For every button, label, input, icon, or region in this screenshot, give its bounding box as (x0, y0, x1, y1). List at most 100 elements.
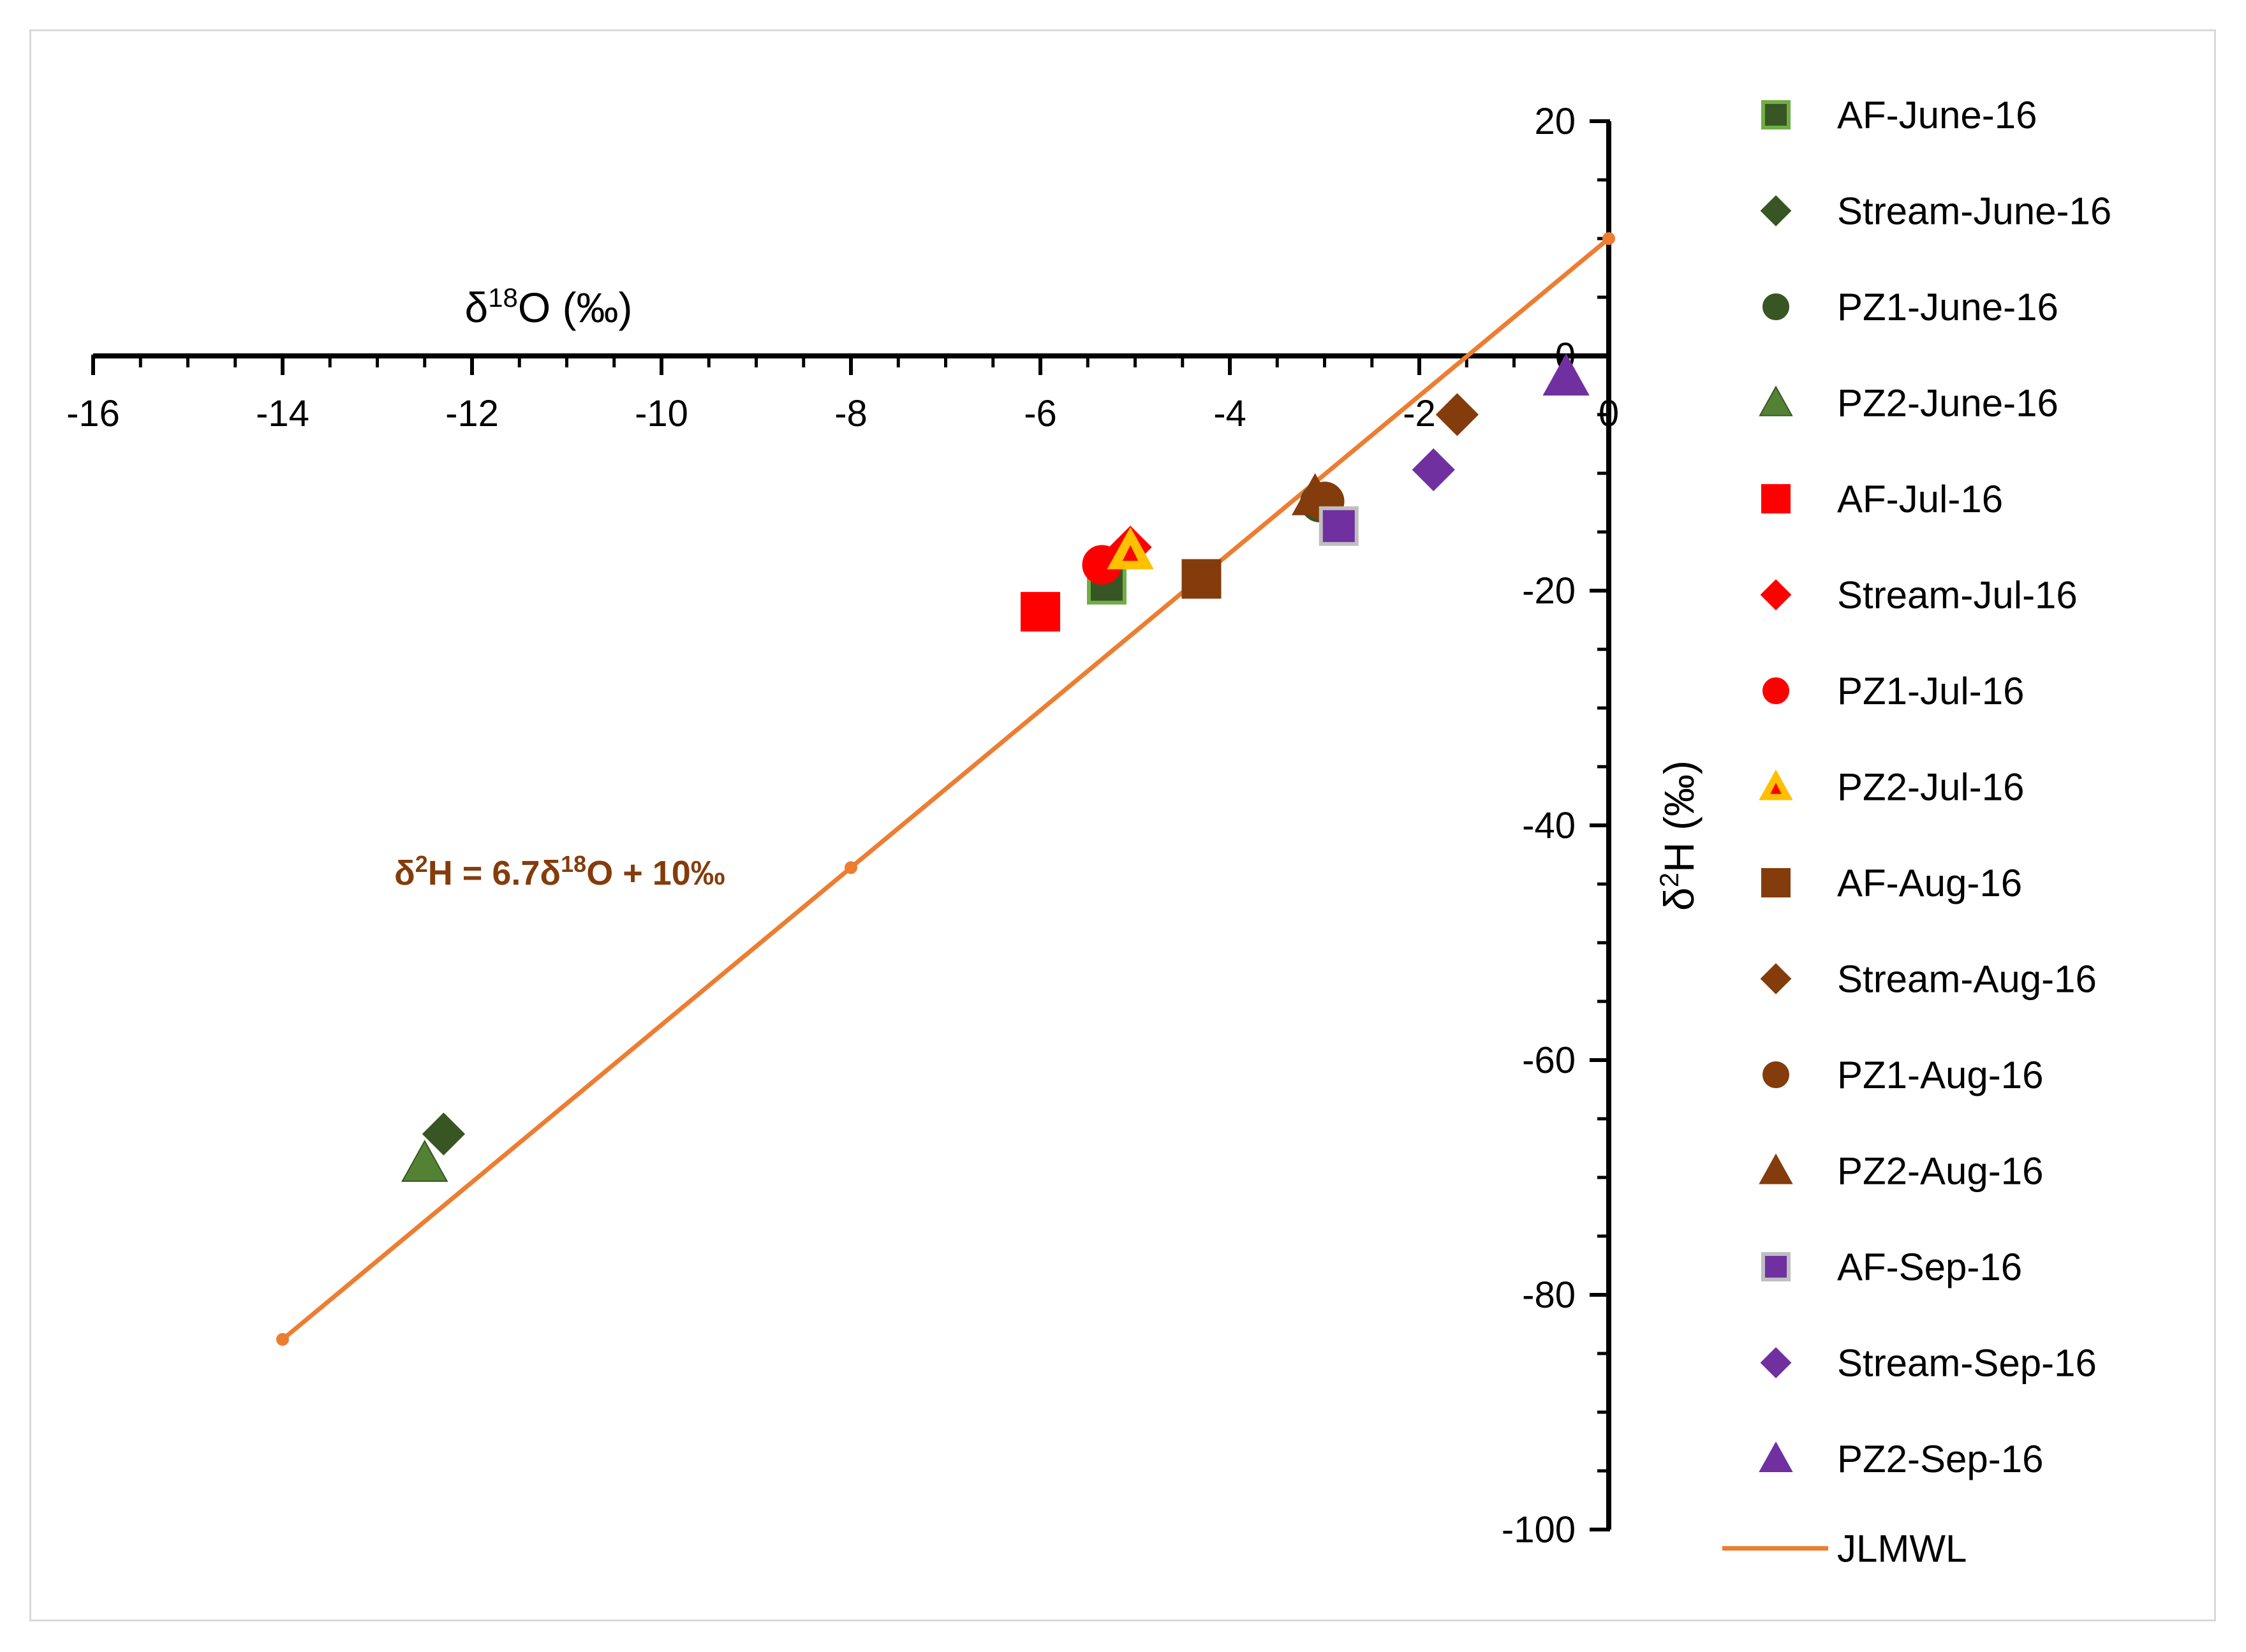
legend-item-pz2-jul-16: PZ2-Jul-16 (1759, 766, 2024, 809)
y-axis-title-rest: H (‰) (1655, 760, 1703, 873)
legend-label-pz1-jul-16: PZ1-Jul-16 (1837, 670, 2024, 712)
legend-item-af-jul-16: AF-Jul-16 (1761, 478, 2003, 520)
jlmwl-point (1602, 232, 1615, 245)
x-tick-label: -14 (256, 393, 309, 434)
legend-label-af-sep-16: AF-Sep-16 (1837, 1246, 2022, 1288)
legend-marker-af-sep-16 (1761, 1252, 1791, 1281)
legend-marker-stream-jul-16 (1760, 579, 1792, 610)
equation-annotation: δ2H = 6.7δ18O + 10‰ (394, 851, 725, 892)
legend-marker-pz2-sep-16 (1759, 1441, 1793, 1472)
marker-stream-june-16 (422, 1112, 466, 1156)
legend-item-af-aug-16: AF-Aug-16 (1761, 862, 2022, 904)
legend-marker-pz1-june-16 (1762, 293, 1789, 320)
marker-stream-sep-16 (1412, 448, 1455, 492)
x-tick-label: -10 (635, 393, 688, 434)
x-tick-label: -4 (1213, 393, 1246, 434)
y-tick-label: -80 (1522, 1274, 1576, 1316)
legend-marker-pz1-aug-16 (1762, 1061, 1789, 1088)
eq-part-1: δ (394, 854, 415, 892)
x-tick-label: -16 (66, 393, 120, 434)
x-axis-title-main: δ (464, 284, 488, 331)
legend-label-pz2-aug-16: PZ2-Aug-16 (1837, 1150, 2044, 1193)
legend-marker-pz2-jul-16-inner (1770, 783, 1782, 794)
legend-marker-pz1-jul-16 (1762, 677, 1789, 704)
x-tick-label: 0 (1599, 393, 1619, 434)
legend-item-stream-aug-16: Stream-Aug-16 (1760, 958, 2097, 1001)
legend-label-jlmwl: JLMWL (1837, 1528, 1967, 1570)
legend-label-pz2-june-16: PZ2-June-16 (1837, 382, 2058, 425)
legend-item-pz2-aug-16: PZ2-Aug-16 (1759, 1150, 2044, 1193)
legend-item-stream-jul-16: Stream-Jul-16 (1760, 574, 2078, 617)
jlmwl-point (845, 861, 857, 874)
x-tick-label: -8 (834, 393, 868, 434)
axes: -16-14-12-10-8-6-4-20-100-80-60-40-20020 (66, 101, 1619, 1551)
legend-marker-pz2-aug-16-shape (1759, 1153, 1793, 1184)
jlmwl-point (276, 1332, 289, 1346)
marker-pz2-sep-16-shape (1542, 353, 1590, 396)
legend-item-pz2-sep-16: PZ2-Sep-16 (1759, 1438, 2044, 1480)
legend-marker-pz2-sep-16-shape (1759, 1441, 1793, 1472)
legend-item-stream-sep-16: Stream-Sep-16 (1760, 1342, 2097, 1385)
legend-label-pz1-june-16: PZ1-June-16 (1837, 286, 2058, 328)
x-axis-title: δ18O (‰) (464, 283, 632, 331)
marker-pz2-june-16 (401, 1139, 448, 1182)
x-tick-label: -2 (1403, 393, 1436, 434)
legend-label-stream-aug-16: Stream-Aug-16 (1837, 958, 2097, 1001)
marker-pz2-june-16-shape (401, 1139, 448, 1182)
y-tick-label: 20 (1534, 101, 1576, 142)
legend-item-jlmwl: JLMWL (1722, 1528, 1967, 1570)
legend-marker-af-jul-16 (1761, 484, 1791, 513)
legend-label-af-june-16: AF-June-16 (1837, 94, 2037, 136)
legend-marker-stream-sep-16 (1760, 1347, 1792, 1378)
marker-af-jul-16 (1021, 592, 1060, 632)
y-tick-label: -40 (1522, 805, 1576, 846)
marker-pz2-sep-16 (1542, 353, 1590, 396)
legend-marker-af-june-16 (1761, 100, 1791, 129)
legend-label-af-aug-16: AF-Aug-16 (1837, 862, 2022, 904)
y-axis-title: δ2H (‰) (1654, 760, 1703, 911)
legend-label-stream-jul-16: Stream-Jul-16 (1837, 574, 2078, 617)
legend-item-stream-june-16: Stream-June-16 (1760, 190, 2111, 233)
marker-af-aug-16 (1181, 559, 1222, 599)
legend-item-af-june-16: AF-June-16 (1761, 94, 2037, 136)
legend-label-stream-june-16: Stream-June-16 (1837, 190, 2111, 233)
legend-label-af-jul-16: AF-Jul-16 (1837, 478, 2003, 520)
legend-label-pz2-jul-16: PZ2-Jul-16 (1837, 766, 2024, 809)
legend-marker-stream-june-16 (1760, 195, 1792, 226)
legend-item-pz1-jul-16: PZ1-Jul-16 (1762, 670, 2024, 712)
marker-af-sep-16 (1319, 506, 1359, 546)
chart-frame (29, 29, 2216, 1621)
eq-part-2: H = 6.7δ (428, 854, 561, 892)
marker-stream-aug-16 (1435, 393, 1479, 436)
marker-pz2-jul-16 (1107, 527, 1154, 570)
marker-pz2-jul-16-inner (1122, 545, 1139, 561)
eq-sup-1: 2 (415, 851, 428, 877)
legend-marker-stream-aug-16 (1760, 963, 1792, 994)
legend-marker-pz2-june-16-shape (1759, 385, 1793, 417)
eq-sup-2: 18 (561, 851, 586, 877)
plot-lines (276, 232, 1615, 1346)
legend-label-pz2-sep-16: PZ2-Sep-16 (1837, 1438, 2044, 1480)
x-tick-label: -6 (1024, 393, 1057, 434)
legend-item-pz2-june-16: PZ2-June-16 (1759, 382, 2058, 425)
y-axis-title-sup: 2 (1654, 873, 1684, 887)
legend-label-pz1-aug-16: PZ1-Aug-16 (1837, 1054, 2044, 1096)
legend-item-af-sep-16: AF-Sep-16 (1761, 1246, 2022, 1288)
x-axis-title-rest: O (‰) (518, 284, 633, 331)
legend-label-stream-sep-16: Stream-Sep-16 (1837, 1342, 2097, 1385)
legend-marker-pz2-aug-16 (1759, 1153, 1793, 1184)
data-markers (401, 353, 1590, 1182)
legend-marker-pz2-jul-16 (1759, 769, 1793, 800)
y-axis-title-main: δ (1655, 887, 1703, 911)
legend: AF-June-16 Stream-June-16 PZ1-June-16 PZ2-J… (1722, 94, 2111, 1570)
eq-part-3: O + 10‰ (586, 854, 725, 892)
marker-pz2-aug-16 (1291, 473, 1339, 515)
legend-marker-af-aug-16 (1761, 868, 1791, 897)
marker-pz2-aug-16-shape (1291, 473, 1339, 515)
x-tick-label: -12 (445, 393, 499, 434)
y-tick-label: -100 (1502, 1509, 1576, 1551)
x-axis-title-sup: 18 (488, 283, 518, 313)
y-tick-label: -60 (1522, 1040, 1576, 1081)
legend-marker-pz2-june-16 (1759, 385, 1793, 417)
